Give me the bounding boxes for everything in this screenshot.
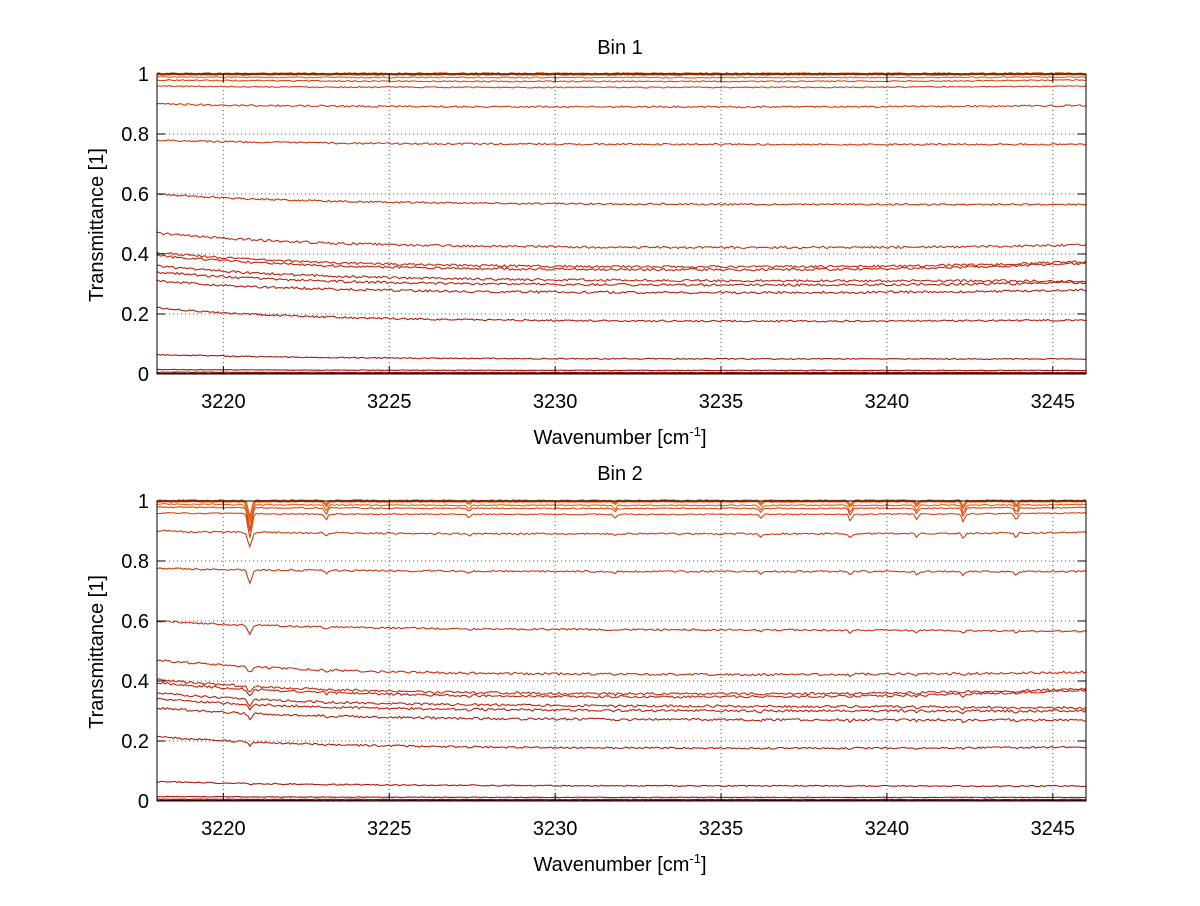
series-line: [156, 85, 1087, 89]
axes-box: [156, 500, 1087, 802]
series-line: [156, 678, 1087, 697]
y-axis-label: Transmittance [1]: [86, 148, 108, 302]
series-line: [156, 620, 1087, 636]
x-tick-label: 3220: [201, 818, 246, 840]
plot-background: [157, 501, 1086, 801]
series-line: [156, 795, 1087, 799]
chart-panel-bin-2: Bin 2 Transmittance [1] Wavenumber [cm-1…: [86, 463, 1087, 876]
y-tick-label: 0: [138, 791, 149, 813]
series-line: [156, 799, 1087, 802]
series-line: [156, 231, 1087, 250]
series-line: [156, 139, 1087, 146]
plot-area: 3220 3225 3230 3235 3240 3245 0 0.2 0.4 0.6 0.8 1: [121, 64, 1087, 413]
x-tick-label: 3240: [865, 391, 910, 413]
series-line: [156, 251, 1087, 269]
y-tick-label: 0.8: [121, 124, 149, 146]
series-line: [156, 371, 1087, 374]
series-line: [156, 279, 1087, 295]
series-line: [156, 692, 1087, 711]
series-line: [156, 368, 1087, 372]
series-line: [156, 706, 1087, 724]
series-line: [156, 780, 1087, 788]
y-tick-label: 0.6: [121, 184, 149, 206]
x-tick-label: 3230: [533, 391, 578, 413]
x-tick-label: 3245: [1031, 391, 1076, 413]
series-line: [156, 681, 1087, 699]
y-tick-label: 0.8: [121, 551, 149, 573]
series-line: [156, 73, 1087, 77]
chart-title: Bin 1: [597, 37, 643, 59]
series-line: [156, 353, 1087, 361]
axes-box: [156, 73, 1087, 375]
series-line: [156, 798, 1087, 801]
x-tick-label: 3235: [699, 391, 744, 413]
series-line: [156, 193, 1087, 206]
series-line: [156, 264, 1087, 283]
x-tick-label: 3235: [699, 818, 744, 840]
series-line: [156, 735, 1087, 751]
chart-panel-bin-1: Bin 1 Transmittance [1] Wavenumber [cm-1…: [86, 37, 1087, 449]
x-axis-label: Wavenumber [cm-1]: [533, 424, 706, 449]
y-tick-label: 0.4: [121, 244, 149, 266]
x-axis-label: Wavenumber [cm-1]: [533, 851, 706, 876]
series-line: [156, 567, 1087, 585]
y-tick-label: 1: [138, 491, 149, 513]
plot-area: 3220 3225 3230 3235 3240 3245 0 0.2 0.4 0.6 0.8 1: [121, 491, 1087, 840]
x-tick-label: 3230: [533, 818, 578, 840]
series-line: [156, 254, 1087, 272]
y-tick-label: 0.4: [121, 671, 149, 693]
series-line: [156, 502, 1087, 529]
y-tick-label: 0.2: [121, 731, 149, 753]
y-tick-label: 0: [138, 364, 149, 386]
x-tick-label: 3220: [201, 391, 246, 413]
series-line: [156, 306, 1087, 323]
series-line: [156, 78, 1087, 83]
series-line: [156, 511, 1087, 539]
x-tick-label: 3225: [367, 391, 412, 413]
series-line: [156, 102, 1087, 109]
plot-background: [157, 74, 1086, 374]
series-line: [156, 506, 1087, 532]
y-tick-label: 1: [138, 64, 149, 86]
series-line: [156, 529, 1087, 549]
series-line: [156, 697, 1087, 715]
chart-title: Bin 2: [597, 463, 643, 485]
x-tick-label: 3225: [367, 818, 412, 840]
series-line: [156, 659, 1087, 678]
y-tick-label: 0.2: [121, 304, 149, 326]
series-line: [156, 270, 1087, 287]
x-tick-label: 3240: [865, 818, 910, 840]
y-axis-label: Transmittance [1]: [86, 575, 108, 729]
y-tick-label: 0.6: [121, 611, 149, 633]
series-line: [156, 75, 1087, 79]
x-tick-label: 3245: [1031, 818, 1076, 840]
